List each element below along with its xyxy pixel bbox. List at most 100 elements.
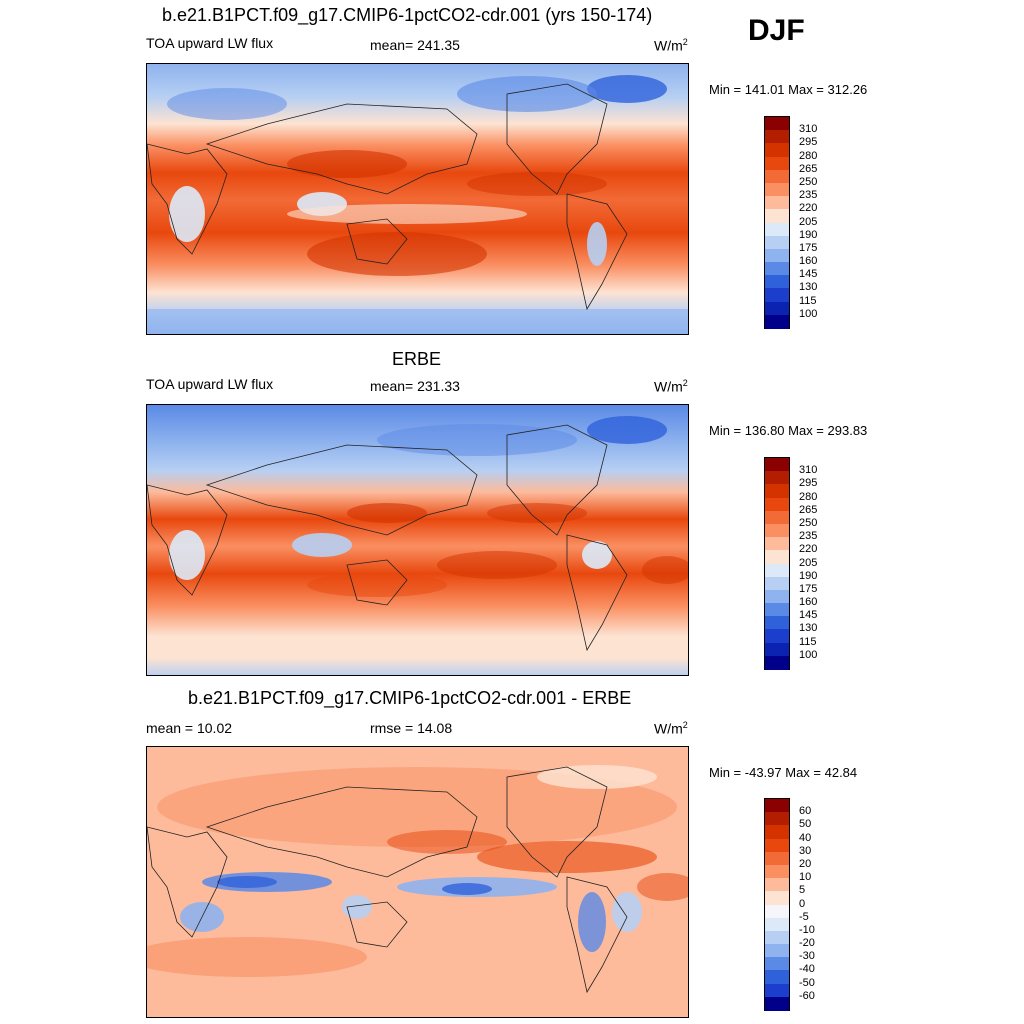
colorbar-swatch bbox=[765, 983, 789, 998]
panel3-units: W/m2 bbox=[654, 720, 688, 737]
panel2-minmax: Min = 136.80 Max = 293.83 bbox=[709, 423, 868, 438]
colorbar-tick-label: 5 bbox=[799, 884, 806, 897]
panel3-map bbox=[146, 746, 689, 1018]
panel1-minmax: Min = 141.01 Max = 312.26 bbox=[709, 82, 868, 97]
colorbar-tick-label: 145 bbox=[799, 268, 818, 281]
panel3-colorbar bbox=[764, 798, 790, 1011]
colorbar-swatch bbox=[765, 550, 789, 564]
colorbar-swatch bbox=[765, 812, 789, 826]
colorbar-swatch bbox=[765, 589, 789, 604]
colorbar-tick-label: 40 bbox=[799, 831, 812, 844]
colorbar-tick-label: 265 bbox=[799, 162, 818, 175]
colorbar-swatch bbox=[765, 616, 789, 630]
colorbar-tick-label: 250 bbox=[799, 516, 818, 529]
colorbar-swatch bbox=[765, 143, 789, 158]
panel3-minmax: Min = -43.97 Max = 42.84 bbox=[709, 765, 858, 780]
colorbar-swatch bbox=[765, 301, 789, 316]
colorbar-swatch bbox=[765, 130, 789, 144]
colorbar-tick-label: 100 bbox=[799, 648, 818, 661]
colorbar-swatch bbox=[765, 288, 789, 303]
panel2-title: ERBE bbox=[392, 349, 442, 369]
colorbar-swatch bbox=[765, 222, 789, 237]
panel3-title: b.e21.B1PCT.f09_g17.CMIP6-1pctCO2-cdr.00… bbox=[188, 688, 632, 708]
colorbar-tick-label: 145 bbox=[799, 609, 818, 622]
colorbar-tick-label: 310 bbox=[799, 123, 818, 136]
colorbar-tick-label: 190 bbox=[799, 569, 818, 582]
panel2-map bbox=[146, 404, 689, 676]
colorbar-tick-label: 190 bbox=[799, 228, 818, 241]
colorbar-tick-label: 175 bbox=[799, 241, 818, 254]
panel2-mean-label: mean= 231.33 bbox=[370, 378, 460, 394]
colorbar-swatch bbox=[765, 262, 789, 276]
colorbar-tick-label: 280 bbox=[799, 149, 818, 162]
colorbar-tick-label: -10 bbox=[799, 923, 815, 936]
panel1-colorbar bbox=[764, 116, 790, 329]
colorbar-tick-label: 10 bbox=[799, 871, 812, 884]
colorbar-swatch bbox=[765, 196, 789, 210]
panel3-mean-label: mean = 10.02 bbox=[146, 720, 233, 736]
colorbar-tick-label: 220 bbox=[799, 543, 818, 556]
colorbar-tick-label: 115 bbox=[799, 294, 817, 307]
panel1-variable-label: TOA upward LW flux bbox=[146, 35, 274, 51]
colorbar-tick-label: 280 bbox=[799, 490, 818, 503]
panel2-variable-label: TOA upward LW flux bbox=[146, 376, 274, 392]
colorbar-tick-label: 115 bbox=[799, 635, 817, 648]
colorbar-swatch bbox=[765, 603, 789, 617]
colorbar-tick-label: 130 bbox=[799, 281, 818, 294]
colorbar-swatch bbox=[765, 314, 789, 329]
colorbar-swatch bbox=[765, 970, 789, 985]
colorbar-tick-label: 220 bbox=[799, 202, 818, 215]
colorbar-tick-label: 50 bbox=[799, 818, 812, 831]
colorbar-swatch bbox=[765, 930, 789, 945]
colorbar-tick-label: -40 bbox=[799, 963, 815, 976]
colorbar-tick-label: 30 bbox=[799, 844, 812, 857]
colorbar-swatch bbox=[765, 851, 789, 866]
colorbar-tick-label: 235 bbox=[799, 189, 818, 202]
colorbar-tick-label: -50 bbox=[799, 976, 815, 989]
colorbar-tick-label: 310 bbox=[799, 464, 818, 477]
panel1-map bbox=[146, 63, 689, 335]
colorbar-tick-label: 20 bbox=[799, 857, 812, 870]
colorbar-swatch bbox=[765, 629, 789, 644]
colorbar-swatch bbox=[765, 864, 789, 879]
colorbar-swatch bbox=[765, 799, 789, 813]
colorbar-tick-label: 160 bbox=[799, 255, 818, 268]
colorbar-tick-label: 265 bbox=[799, 503, 818, 516]
colorbar-swatch bbox=[765, 117, 789, 131]
colorbar-swatch bbox=[765, 563, 789, 578]
colorbar-swatch bbox=[765, 957, 789, 971]
colorbar-swatch bbox=[765, 458, 789, 472]
colorbar-tick-label: 205 bbox=[799, 556, 818, 569]
colorbar-swatch bbox=[765, 209, 789, 223]
panel2-units: W/m2 bbox=[654, 378, 688, 395]
colorbar-swatch bbox=[765, 169, 789, 184]
colorbar-tick-label: 235 bbox=[799, 530, 818, 543]
panel1-mean-label: mean= 241.35 bbox=[370, 37, 460, 53]
panel3-rmse-label: rmse = 14.08 bbox=[370, 720, 453, 736]
colorbar-tick-label: 160 bbox=[799, 596, 818, 609]
colorbar-swatch bbox=[765, 917, 789, 932]
colorbar-tick-label: 295 bbox=[799, 477, 818, 490]
colorbar-swatch bbox=[765, 156, 789, 171]
colorbar-swatch bbox=[765, 825, 789, 840]
colorbar-swatch bbox=[765, 248, 789, 263]
colorbar-swatch bbox=[765, 510, 789, 525]
colorbar-swatch bbox=[765, 275, 789, 289]
colorbar-tick-label: 250 bbox=[799, 175, 818, 188]
colorbar-swatch bbox=[765, 655, 789, 670]
colorbar-tick-label: 0 bbox=[799, 897, 806, 910]
colorbar-swatch bbox=[765, 235, 789, 250]
colorbar-tick-label: 130 bbox=[799, 622, 818, 635]
colorbar-swatch bbox=[765, 996, 789, 1011]
colorbar-swatch bbox=[765, 878, 789, 892]
panel2-colorbar bbox=[764, 457, 790, 670]
colorbar-swatch bbox=[765, 576, 789, 591]
colorbar-swatch bbox=[765, 523, 789, 538]
panel1-title: b.e21.B1PCT.f09_g17.CMIP6-1pctCO2-cdr.00… bbox=[162, 5, 653, 25]
colorbar-swatch bbox=[765, 497, 789, 512]
colorbar-swatch bbox=[765, 838, 789, 853]
colorbar-swatch bbox=[765, 944, 789, 958]
colorbar-tick-label: -30 bbox=[799, 950, 815, 963]
colorbar-swatch bbox=[765, 891, 789, 905]
colorbar-swatch bbox=[765, 484, 789, 499]
